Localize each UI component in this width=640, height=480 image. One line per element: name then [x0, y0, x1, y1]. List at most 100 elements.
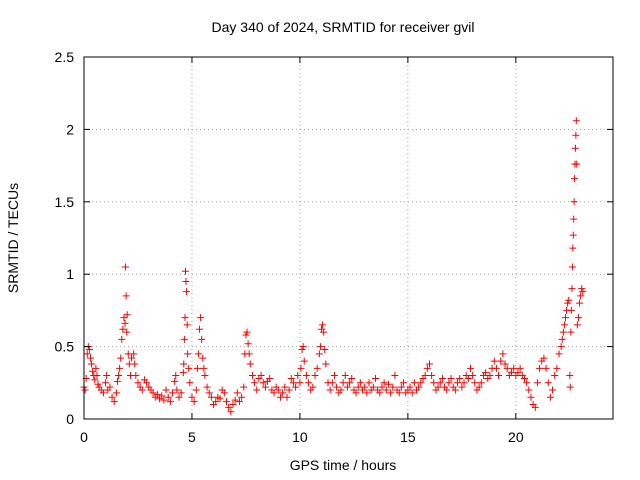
data-point [180, 360, 188, 368]
x-tick-label: 10 [292, 429, 308, 445]
data-point [120, 314, 128, 322]
data-point [510, 364, 518, 372]
data-point [181, 267, 189, 275]
data-point [121, 319, 129, 327]
data-point [316, 343, 324, 351]
data-point [578, 285, 586, 293]
data-point [225, 403, 233, 411]
y-tick-label: 2.5 [55, 49, 75, 65]
data-point [475, 383, 483, 391]
data-point [445, 379, 453, 387]
data-point [270, 389, 278, 397]
data-point [153, 390, 161, 398]
data-point [207, 393, 215, 401]
data-point [190, 398, 198, 406]
data-point [569, 244, 577, 252]
data-point [384, 380, 392, 388]
data-point [300, 357, 308, 365]
data-point [567, 328, 575, 336]
data-point [568, 263, 576, 271]
data-point [516, 364, 524, 372]
data-point [212, 398, 220, 406]
data-point [119, 325, 127, 333]
data-point [103, 372, 111, 380]
data-point [417, 379, 425, 387]
y-tick-label: 1 [66, 266, 74, 282]
data-point [380, 379, 388, 387]
data-point [410, 379, 418, 387]
data-point [199, 354, 207, 362]
data-point [158, 392, 166, 400]
data-point [425, 360, 433, 368]
data-point [514, 369, 522, 377]
data-point [253, 386, 261, 394]
data-point [99, 389, 107, 397]
data-point [86, 354, 94, 362]
data-point [566, 372, 574, 380]
data-point [299, 343, 307, 351]
data-point [558, 335, 566, 343]
data-points [80, 117, 587, 416]
data-point [382, 386, 390, 394]
data-point [471, 379, 479, 387]
data-point [337, 386, 345, 394]
data-point [88, 360, 96, 368]
data-point [320, 328, 328, 336]
data-point [533, 379, 541, 387]
data-point [571, 144, 579, 152]
data-point [343, 383, 351, 391]
data-point [546, 393, 554, 401]
data-point [570, 215, 578, 223]
data-point [499, 350, 507, 358]
data-point [261, 383, 269, 391]
data-point [456, 374, 464, 382]
data-point [302, 372, 310, 380]
data-point [553, 364, 561, 372]
data-point [406, 383, 414, 391]
data-point [179, 369, 187, 377]
data-point [560, 321, 568, 329]
data-point [460, 379, 468, 387]
data-point [333, 383, 341, 391]
data-point [311, 372, 319, 380]
data-point [205, 389, 213, 397]
data-point [305, 379, 313, 387]
data-point [415, 383, 423, 391]
data-point [266, 374, 274, 382]
data-point [118, 335, 126, 343]
data-point [490, 357, 498, 365]
data-point [438, 374, 446, 382]
data-point [122, 292, 130, 300]
data-point [486, 372, 494, 380]
data-point [240, 383, 248, 391]
data-point [238, 393, 246, 401]
data-point [421, 372, 429, 380]
data-point [108, 393, 116, 401]
data-point [184, 350, 192, 358]
x-tick-label: 20 [508, 429, 524, 445]
data-point [574, 314, 582, 322]
data-point [341, 372, 349, 380]
data-point [356, 379, 364, 387]
data-point [112, 389, 120, 397]
data-point [400, 379, 408, 387]
data-point [172, 372, 180, 380]
data-point [132, 372, 140, 380]
data-point [447, 374, 455, 382]
data-point [564, 299, 572, 307]
data-point [527, 393, 535, 401]
data-point [149, 389, 157, 397]
data-point [194, 350, 202, 358]
y-tick-label: 0.5 [55, 339, 75, 355]
data-point [130, 350, 138, 358]
data-point [235, 398, 243, 406]
data-point [186, 379, 194, 387]
data-point [346, 379, 354, 387]
data-point [523, 379, 531, 387]
data-point [143, 379, 151, 387]
data-point [551, 372, 559, 380]
data-point [91, 376, 99, 384]
data-point [244, 340, 252, 348]
data-point [557, 343, 565, 351]
data-point [160, 396, 168, 404]
